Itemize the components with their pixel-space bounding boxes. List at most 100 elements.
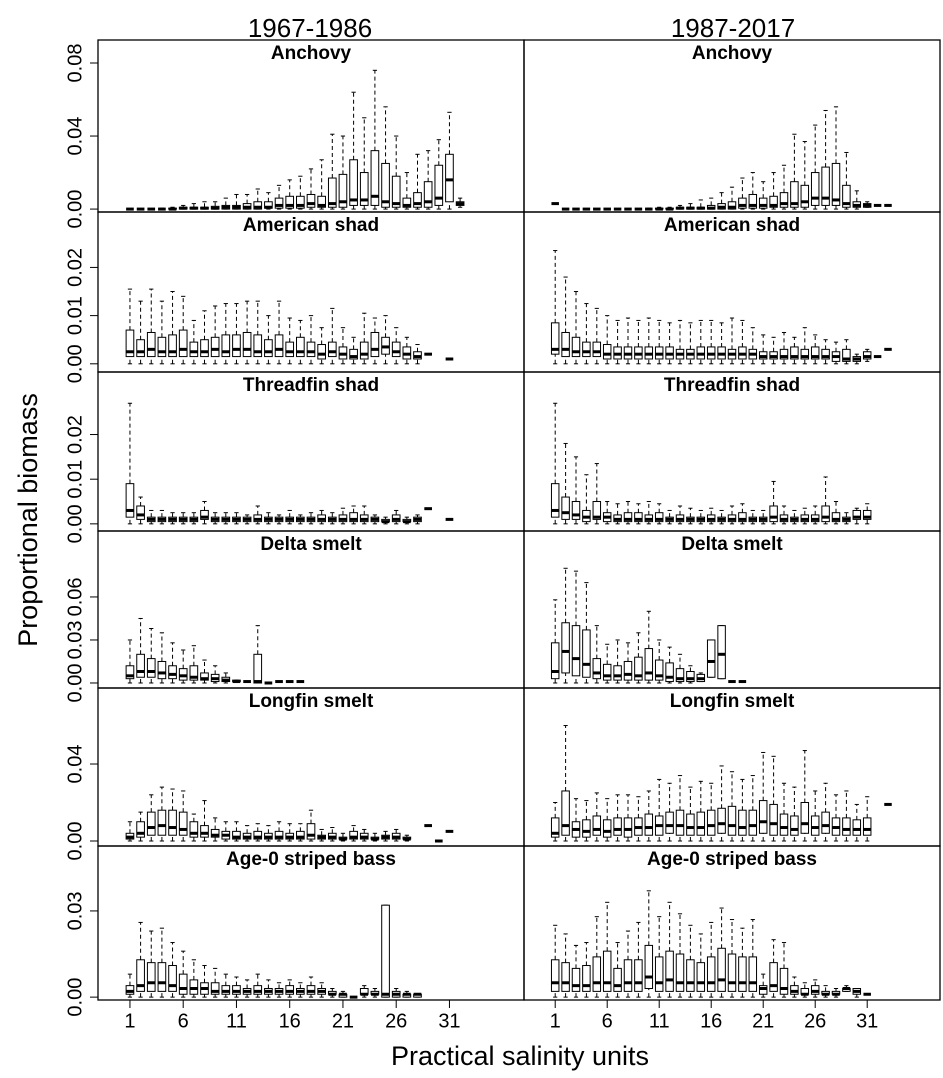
box xyxy=(125,665,135,680)
box xyxy=(634,959,643,992)
box xyxy=(675,953,685,992)
box xyxy=(810,346,820,360)
box xyxy=(831,512,841,523)
box xyxy=(810,172,820,206)
box xyxy=(157,660,167,680)
y-tick-label: 0.00 xyxy=(64,664,86,703)
box xyxy=(445,153,454,203)
box xyxy=(592,341,602,358)
box xyxy=(189,821,199,838)
box xyxy=(381,904,390,998)
box xyxy=(592,501,602,520)
box xyxy=(370,150,380,206)
box xyxy=(274,334,284,358)
box xyxy=(232,830,241,840)
box xyxy=(157,336,167,358)
panel-title: American shad xyxy=(664,215,800,236)
box xyxy=(359,341,369,360)
box xyxy=(550,817,560,838)
box xyxy=(582,341,591,358)
box xyxy=(623,660,633,681)
panel-title: Anchovy xyxy=(271,43,352,64)
box xyxy=(800,802,810,834)
box xyxy=(571,967,581,992)
box xyxy=(769,505,778,523)
box xyxy=(821,348,830,360)
box xyxy=(359,172,369,206)
y-tick-label: 0.00 xyxy=(64,190,86,229)
box xyxy=(381,162,390,208)
box xyxy=(168,965,177,992)
box xyxy=(168,809,177,836)
box xyxy=(550,959,560,992)
box xyxy=(842,817,851,836)
box xyxy=(686,671,695,683)
box xyxy=(125,483,135,518)
box xyxy=(349,830,358,840)
box xyxy=(221,334,231,358)
panel-title: Threadfin shad xyxy=(243,375,379,396)
box xyxy=(717,807,726,834)
x-tick-label: 31 xyxy=(438,1010,460,1032)
x-tick-label: 26 xyxy=(804,1010,826,1032)
box xyxy=(623,512,633,523)
box xyxy=(168,665,177,680)
box xyxy=(706,639,716,678)
column-title: 1967-1986 xyxy=(248,13,372,43)
box xyxy=(423,181,433,208)
box xyxy=(168,334,177,358)
box xyxy=(296,830,305,840)
box xyxy=(561,962,570,992)
box xyxy=(675,668,685,683)
box xyxy=(157,962,167,992)
box xyxy=(391,175,401,208)
box xyxy=(727,953,737,992)
box xyxy=(602,344,612,360)
y-tick-label: 0.03 xyxy=(64,620,86,659)
box xyxy=(665,662,674,683)
box xyxy=(769,962,778,992)
box xyxy=(654,659,664,681)
x-tick-label: 16 xyxy=(700,1010,722,1032)
box xyxy=(779,348,789,360)
box xyxy=(242,331,252,358)
box xyxy=(178,811,188,836)
box xyxy=(349,348,358,360)
y-tick-label: 0.01 xyxy=(64,460,86,499)
box xyxy=(862,817,872,836)
box xyxy=(602,819,612,838)
box xyxy=(706,809,716,836)
box xyxy=(338,173,348,208)
box xyxy=(253,334,263,358)
box xyxy=(654,956,664,992)
box xyxy=(178,973,188,995)
box xyxy=(717,625,726,680)
x-tick-label: 16 xyxy=(279,1010,301,1032)
box xyxy=(592,815,602,836)
box xyxy=(727,805,737,836)
box xyxy=(561,622,570,674)
y-axis-label: Proportional biomass xyxy=(13,393,43,647)
box xyxy=(592,956,602,992)
box xyxy=(613,665,622,681)
box xyxy=(738,809,747,836)
x-tick-label: 6 xyxy=(602,1010,613,1032)
box xyxy=(821,505,830,523)
box xyxy=(644,813,654,836)
box xyxy=(592,658,602,680)
y-tick-label: 0.08 xyxy=(64,44,86,83)
box xyxy=(253,201,263,210)
box xyxy=(136,339,145,358)
box xyxy=(136,505,145,520)
x-axis-label: Practical salinity units xyxy=(391,1041,649,1071)
box xyxy=(349,159,358,206)
box xyxy=(285,195,295,209)
box xyxy=(210,828,220,838)
box xyxy=(200,339,209,358)
box xyxy=(317,344,326,360)
panel-title: Anchovy xyxy=(692,43,773,64)
panel-title: Longfin smelt xyxy=(670,691,795,712)
box xyxy=(136,821,145,838)
box xyxy=(852,819,862,836)
